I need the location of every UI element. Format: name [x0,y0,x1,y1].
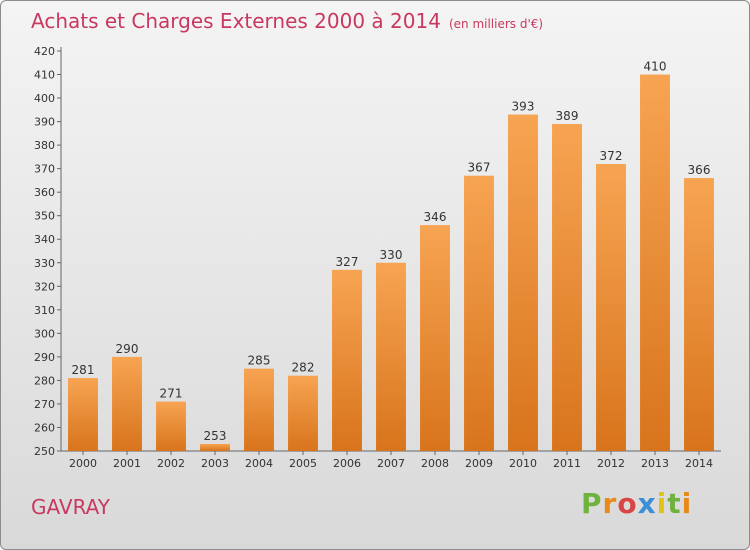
bar-value-label: 281 [72,363,95,377]
y-tick-label: 260 [34,421,55,434]
x-tick-label: 2000 [69,457,97,470]
y-tick-label: 380 [34,139,55,152]
logo-letter: x [637,487,657,520]
y-tick-label: 330 [34,257,55,270]
bar [420,225,450,451]
bar-value-label: 330 [380,248,403,262]
bar-value-label: 282 [292,361,315,375]
x-tick-label: 2011 [553,457,581,470]
bar-value-label: 367 [468,161,491,175]
bar [640,74,670,451]
y-tick-label: 250 [34,445,55,458]
logo-letter: t [667,487,682,520]
bar [288,375,318,451]
logo-letter: o [617,487,638,520]
bar [332,269,362,451]
bar [112,356,142,451]
y-tick-label: 370 [34,163,55,176]
bar-value-label: 346 [424,210,447,224]
chart-title: Achats et Charges Externes 2000 à 2014 (e… [31,9,543,33]
x-tick-label: 2010 [509,457,537,470]
x-tick-label: 2006 [333,457,361,470]
bar-value-label: 271 [160,387,183,401]
bar-value-label: 372 [600,149,623,163]
x-tick-label: 2014 [685,457,713,470]
y-tick-label: 340 [34,233,55,246]
y-tick-label: 420 [34,45,55,58]
x-tick-label: 2001 [113,457,141,470]
proxiti-logo: Proxiti [581,487,692,520]
y-tick-label: 310 [34,304,55,317]
bar-value-label: 285 [248,354,271,368]
bar [508,114,538,451]
chart-subtitle: (en milliers d'€) [448,17,544,31]
logo-letter: P [581,487,603,520]
x-tick-label: 2012 [597,457,625,470]
x-tick-label: 2013 [641,457,669,470]
x-tick-label: 2002 [157,457,185,470]
x-tick-label: 2008 [421,457,449,470]
bar [200,443,230,451]
y-tick-label: 400 [34,92,55,105]
y-tick-label: 410 [34,69,55,82]
location-name: GAVRAY [31,495,111,519]
y-tick-label: 360 [34,186,55,199]
logo-letter: r [602,487,618,520]
x-tick-label: 2003 [201,457,229,470]
chart-axes: 250 260 270 280 290 300 310 320 330 340 350 360 370 3… [34,45,721,470]
x-tick-label: 2004 [245,457,273,470]
bar [244,368,274,451]
bar-value-label: 389 [556,109,579,123]
bar-value-label: 290 [116,342,139,356]
y-tick-label: 320 [34,280,55,293]
bar-value-label: 253 [204,429,227,443]
chart-title-text: Achats et Charges Externes 2000 à 2014 [31,9,441,33]
x-tick-label: 2007 [377,457,405,470]
y-tick-label: 280 [34,374,55,387]
bar-value-label: 393 [512,100,535,114]
y-tick-label: 300 [34,327,55,340]
y-tick-label: 350 [34,210,55,223]
chart-bars: 281 290 271 253 285 282 327 330 346 367 393 389 372 4… [68,60,714,452]
bar-value-label: 327 [336,255,359,269]
bar [596,163,626,452]
bar [156,401,186,451]
y-tick-label: 270 [34,398,55,411]
x-tick-label: 2009 [465,457,493,470]
y-tick-label: 290 [34,351,55,364]
bar-value-label: 366 [688,163,711,177]
y-tick-label: 390 [34,116,55,129]
bar [552,123,582,452]
bar [684,178,714,451]
bar [68,378,98,451]
bar [376,262,406,451]
bar-value-label: 410 [644,60,667,74]
bar [464,175,494,452]
logo-letter: i [656,487,668,520]
logo-letter: i [681,487,693,520]
x-tick-label: 2005 [289,457,317,470]
